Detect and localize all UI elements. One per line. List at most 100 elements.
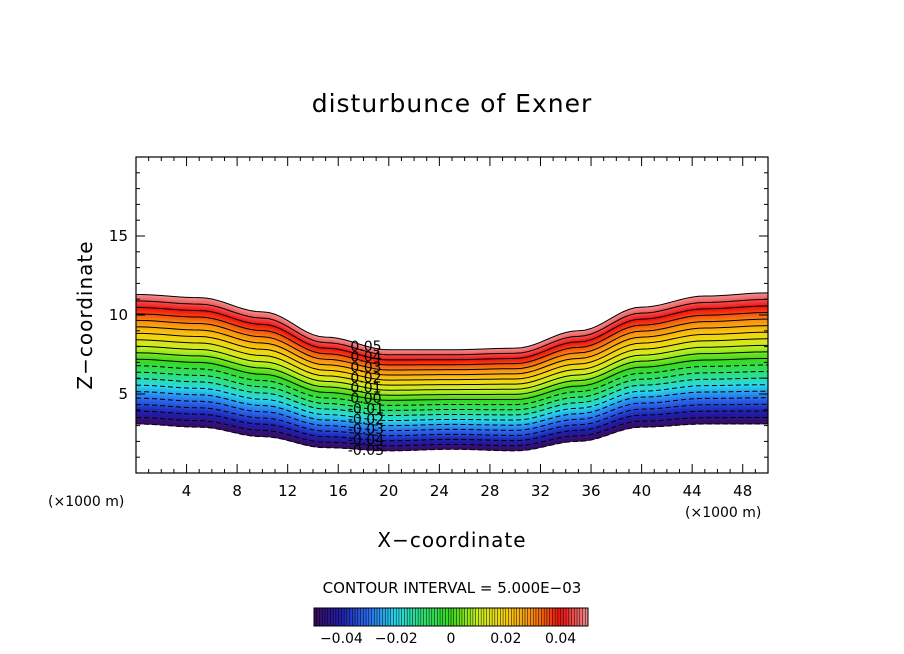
colorbar-cell <box>440 608 444 626</box>
colorbar-cell <box>546 608 550 626</box>
colorbar-cell <box>316 608 320 626</box>
contour-line <box>136 305 768 361</box>
colorbar-cell <box>341 608 345 626</box>
x-tick-label: 16 <box>329 482 348 500</box>
colorbar-cell <box>538 608 542 626</box>
contour-line <box>136 410 768 442</box>
colorbar-cell <box>582 608 586 626</box>
colorbar-cell <box>552 608 556 626</box>
colorbar-cell <box>371 608 375 626</box>
contour-line <box>136 312 768 366</box>
contour-line <box>136 423 768 452</box>
colorbar-cell <box>560 608 564 626</box>
colorbar-cell <box>423 608 427 626</box>
x-tick-label: 44 <box>683 482 702 500</box>
contour-line <box>136 403 768 437</box>
colorbar-tick-label: 0.04 <box>545 631 576 647</box>
colorbar-cell <box>409 608 413 626</box>
colorbar-cell <box>494 608 498 626</box>
colorbar-cell <box>338 608 342 626</box>
colorbar-cell <box>489 608 493 626</box>
y-unit-label: (×1000 m) <box>48 494 124 510</box>
colorbar-cell <box>514 608 518 626</box>
contour-level-label: 0.05 <box>350 339 381 355</box>
colorbar-cell <box>319 608 323 626</box>
contour-level-label: -0.04 <box>348 433 384 449</box>
contour-line <box>136 377 768 416</box>
colorbar-cell <box>555 608 559 626</box>
colorbar-cell <box>346 608 350 626</box>
colorbar-cell <box>522 608 526 626</box>
colorbar-tick-label: −0.04 <box>320 631 363 647</box>
colorbar-cell <box>492 608 496 626</box>
colorbar-cell <box>464 608 468 626</box>
contour-level-label: 0.02 <box>350 370 381 386</box>
y-tick-label: 15 <box>109 227 128 245</box>
colorbar-cell <box>445 608 449 626</box>
colorbar-cell <box>577 608 581 626</box>
colorbar-cell <box>387 608 392 626</box>
colorbar-tick-label: −0.02 <box>375 631 418 647</box>
colorbar-cell <box>511 608 515 626</box>
contour-line <box>136 325 768 376</box>
colorbar-cell <box>368 608 372 626</box>
colorbar-cell <box>533 608 537 626</box>
colorbar-frame <box>313 607 589 627</box>
colorbar-cell <box>503 608 507 626</box>
colorbar-cell <box>437 608 441 626</box>
contour-level-label: -0.05 <box>348 443 384 459</box>
contour-line <box>136 331 768 381</box>
colorbar-cell <box>379 608 383 626</box>
contour-line <box>136 371 768 411</box>
colorbar-cell <box>481 608 485 626</box>
contour-line <box>136 338 768 386</box>
contour-line <box>136 416 768 447</box>
colorbar-cell <box>459 608 463 626</box>
colorbar-cell <box>549 608 553 626</box>
colorbar-cell <box>324 608 328 626</box>
colorbar-cell <box>396 608 400 626</box>
x-tick-label: 40 <box>632 482 651 500</box>
contour-field <box>136 292 768 452</box>
colorbar-cell <box>470 608 474 626</box>
colorbar-cell <box>461 608 465 626</box>
colorbar-cell <box>478 608 482 626</box>
x-tick-label: 4 <box>182 482 192 500</box>
colorbar-cell <box>335 608 339 626</box>
colorbar-cell <box>563 608 567 626</box>
colorbar-cell <box>404 608 408 626</box>
contour-line <box>136 397 768 432</box>
colorbar-cell <box>535 608 539 626</box>
colorbar-cell <box>407 608 411 626</box>
colorbar-cell <box>434 608 438 626</box>
colorbar-cell <box>448 608 452 626</box>
colorbar-cell <box>453 608 457 626</box>
colorbar-cell <box>568 608 572 626</box>
colorbar-cell <box>377 608 381 626</box>
contour-level-label: 0.03 <box>350 360 381 376</box>
colorbar-cell <box>398 608 402 626</box>
colorbar-cell <box>415 608 419 626</box>
colorbar-cell <box>412 608 416 626</box>
colorbar-cell <box>431 608 435 626</box>
colorbar-cell <box>322 608 326 626</box>
colorbar-cell <box>585 608 589 626</box>
colorbar-cell <box>497 608 501 626</box>
y-tick-label: 5 <box>118 385 128 403</box>
colorbar-cell <box>429 608 433 626</box>
x-tick-label: 28 <box>480 482 499 500</box>
colorbar-cell <box>442 608 446 626</box>
colorbar-cell <box>516 608 520 626</box>
colorbar-cell <box>344 608 348 626</box>
chart-title: disturbunce of Exner <box>312 89 593 118</box>
colorbar-cell <box>314 608 318 626</box>
contour-level-label: -0.01 <box>348 401 384 417</box>
contour-line <box>136 292 768 351</box>
x-tick-label: 12 <box>278 482 297 500</box>
colorbar-cell <box>508 608 512 626</box>
colorbar-cell <box>420 608 424 626</box>
colorbar-cell <box>363 608 367 626</box>
colorbar: −0.04 −0.02 0 0.02 0.04 <box>313 607 589 647</box>
